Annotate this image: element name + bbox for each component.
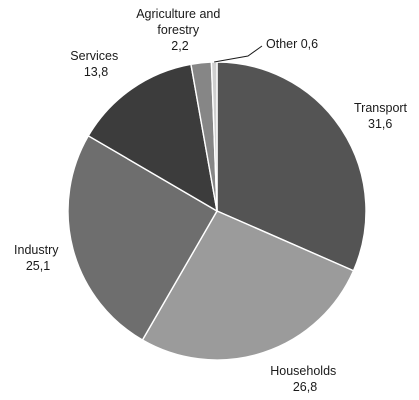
leader-line-other bbox=[214, 45, 263, 63]
label-other: Other 0,6 bbox=[266, 37, 318, 51]
svg-text:Transport 31,6: Transport 31,6 bbox=[354, 101, 411, 131]
pie-slice-households bbox=[141, 210, 355, 361]
label-transport-name: Transport bbox=[354, 101, 408, 115]
label-industry-name: Industry bbox=[14, 243, 59, 257]
label-households-name: Households bbox=[270, 364, 336, 378]
pie-slice-industry bbox=[67, 134, 218, 341]
label-industry-value: 25,1 bbox=[26, 259, 50, 273]
pie-slice-services bbox=[87, 63, 218, 213]
pie-slices bbox=[67, 61, 367, 361]
pie-slice-transport bbox=[216, 61, 367, 272]
label-households-value: 26,8 bbox=[293, 380, 317, 394]
svg-text:Industry 25,1: Industry 25,1 bbox=[14, 243, 62, 273]
label-agriculture-name-line2: forestry bbox=[157, 23, 199, 37]
svg-text:Agriculture and forestry: Agriculture and forestry 2,2 bbox=[136, 7, 224, 53]
svg-text:Services 13,8: Services 13,8 bbox=[70, 49, 121, 79]
label-services-name: Services bbox=[70, 49, 118, 63]
label-agriculture-name-line1: Agriculture and bbox=[136, 7, 220, 21]
svg-text:Households 26,8: Households 26,8 bbox=[270, 364, 340, 394]
label-agriculture-value: 2,2 bbox=[171, 39, 188, 53]
label-services-value: 13,8 bbox=[84, 65, 108, 79]
leader-lines bbox=[214, 45, 263, 63]
label-transport-value: 31,6 bbox=[368, 117, 392, 131]
